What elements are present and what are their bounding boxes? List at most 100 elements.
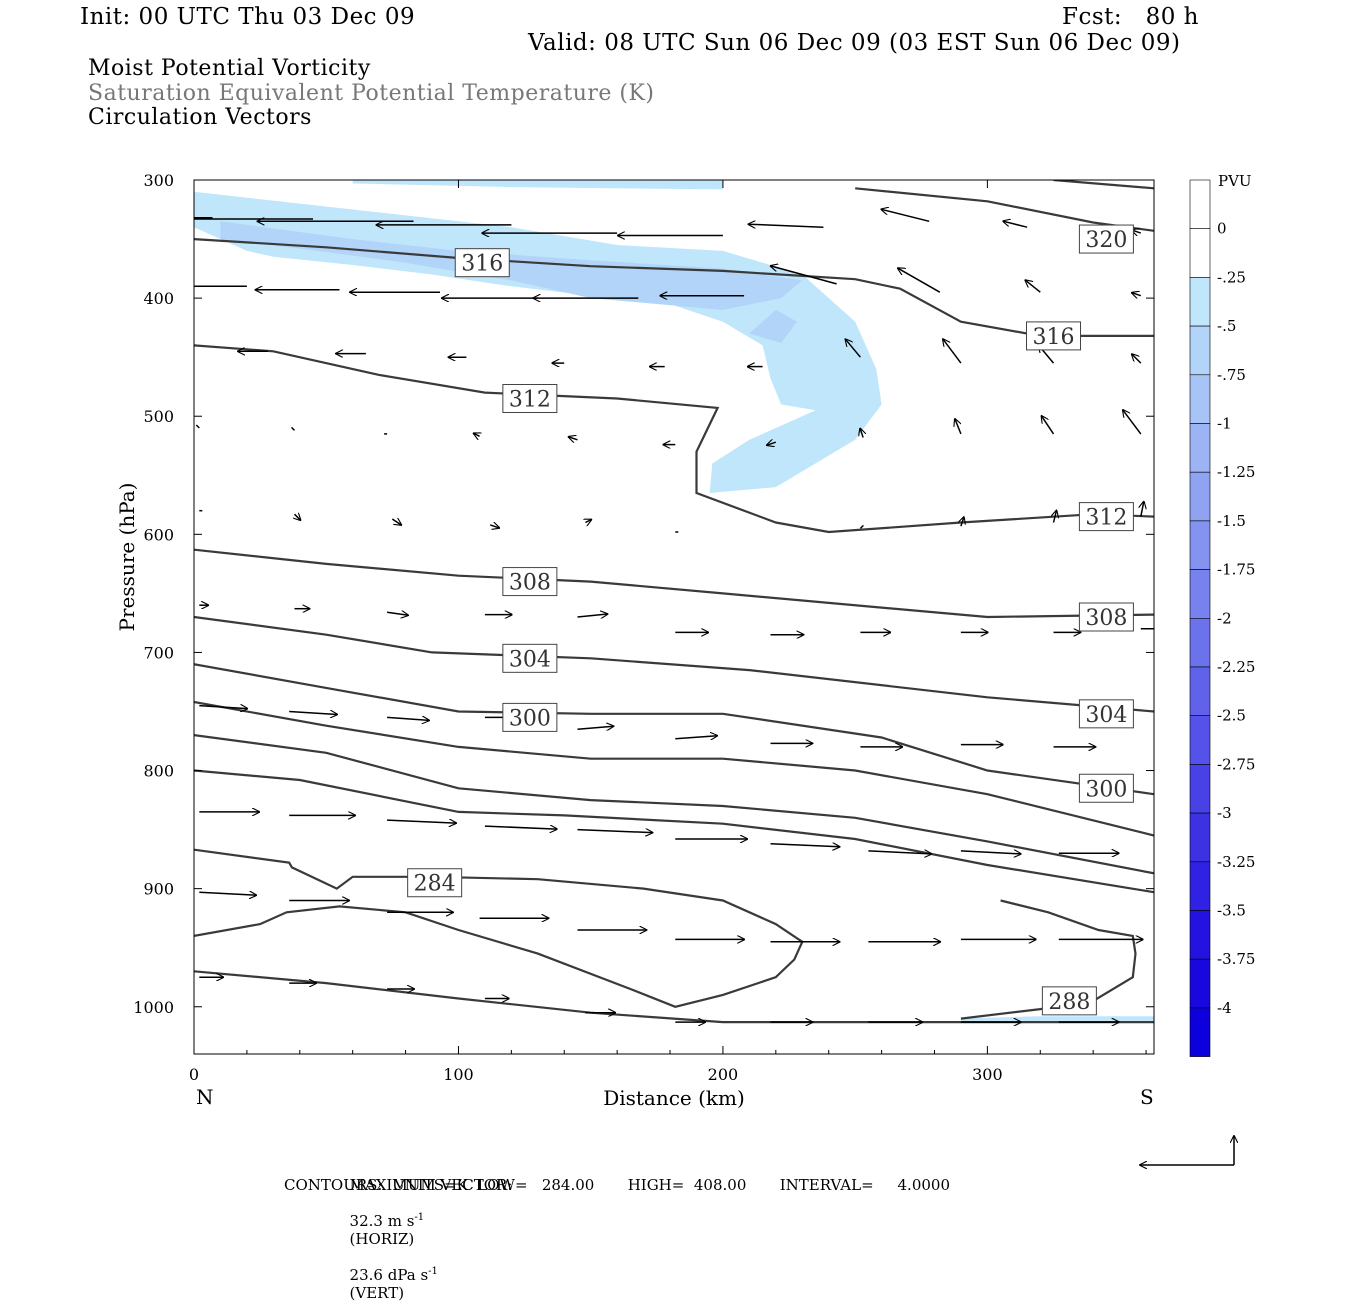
contour-info: CONTOURS: UNITS=K LOW= 284.00 HIGH= 408.… xyxy=(284,1176,950,1194)
circulation-vector xyxy=(295,514,301,520)
circulation-vector xyxy=(868,851,931,854)
svg-text:300: 300 xyxy=(1085,777,1127,802)
circulation-vector xyxy=(290,426,296,431)
mpv-region-2 xyxy=(220,221,803,310)
isentrope-0 xyxy=(194,238,1154,337)
circulation-vector xyxy=(845,339,861,358)
circulation-vector xyxy=(577,614,608,617)
y-tick-label: 600 xyxy=(143,525,174,544)
circulation-vector xyxy=(1132,293,1142,296)
y-tick-label: 900 xyxy=(143,880,174,899)
contour-label: 304 xyxy=(502,643,558,673)
colorbar-swatch xyxy=(1189,910,1211,960)
svg-text:308: 308 xyxy=(1085,606,1127,631)
contour-label: 308 xyxy=(502,567,558,597)
south-label: S xyxy=(1140,1085,1154,1109)
forecast-hour: Fcst: 80 h xyxy=(1062,4,1199,30)
circulation-vector xyxy=(960,851,1021,854)
x-tick-label: 0 xyxy=(189,1065,199,1084)
colorbar-swatch xyxy=(1189,1007,1211,1057)
x-axis-label: Distance (km) xyxy=(603,1086,745,1110)
colorbar-label: -2.25 xyxy=(1217,658,1255,676)
max-horiz-exponent: -1 xyxy=(414,1212,425,1223)
init-time: Init: 00 UTC Thu 03 Dec 09 xyxy=(80,4,416,30)
isentrope-8 xyxy=(194,734,1154,875)
svg-text:300: 300 xyxy=(509,706,551,731)
colorbar-label: -4 xyxy=(1217,999,1232,1017)
colorbar-swatch xyxy=(1189,325,1211,376)
max-horiz-value: 32.3 m s xyxy=(349,1212,415,1230)
max-horiz-tag: (HORIZ) xyxy=(349,1230,415,1248)
field-mpv-title: Moist Potential Vorticity xyxy=(88,56,371,81)
colorbar-swatch xyxy=(1189,569,1211,619)
x-tick-label: 100 xyxy=(443,1065,474,1084)
circulation-vector xyxy=(289,712,337,715)
contour-label: 304 xyxy=(1078,699,1134,729)
circulation-vector xyxy=(961,517,964,527)
colorbar-label: -2 xyxy=(1217,609,1232,627)
colorbar-label: -3.75 xyxy=(1217,950,1255,968)
plot-frame xyxy=(193,179,1155,1055)
svg-text:304: 304 xyxy=(509,647,551,672)
contour-label: 284 xyxy=(407,868,463,898)
colorbar-swatch xyxy=(1189,617,1211,668)
colorbar-label: -3 xyxy=(1217,804,1232,822)
circulation-vector xyxy=(767,442,777,445)
isentrope-11 xyxy=(194,905,804,1008)
circulation-vector xyxy=(881,209,930,223)
contour-label: 316 xyxy=(1026,321,1082,351)
contour-label: 312 xyxy=(1078,502,1134,532)
cross-section-chart: 316320316312312308308304304300300284288 … xyxy=(115,171,1255,1200)
circulation-vector xyxy=(199,892,256,895)
svg-text:316: 316 xyxy=(461,252,503,277)
svg-text:288: 288 xyxy=(1048,990,1090,1015)
colorbar-label: -3.5 xyxy=(1217,902,1246,920)
isentrope-12 xyxy=(194,970,1154,1024)
colorbar-swatch xyxy=(1189,861,1211,911)
isentrope-2 xyxy=(1053,180,1154,190)
circulation-vector xyxy=(1123,410,1142,435)
svg-text:320: 320 xyxy=(1085,228,1127,253)
colorbar-swatch xyxy=(1189,374,1211,424)
isentrope-1 xyxy=(855,187,1154,232)
y-tick-label: 1000 xyxy=(133,998,174,1017)
y-tick-label: 300 xyxy=(143,171,174,190)
max-vert-tag: (VERT) xyxy=(349,1284,405,1302)
colorbar-label: -.5 xyxy=(1217,317,1236,335)
colorbar-swatch xyxy=(1189,423,1211,473)
isentrope-7 xyxy=(194,700,1154,837)
field-vectors-title: Circulation Vectors xyxy=(88,105,312,130)
mpv-region-3 xyxy=(749,309,797,343)
isentrope-6 xyxy=(194,663,1154,796)
circulation-vector xyxy=(860,429,863,438)
mpv-region-4 xyxy=(960,1016,1154,1021)
isentrope-3 xyxy=(194,344,1154,534)
y-tick-label: 700 xyxy=(143,643,174,662)
circulation-vector xyxy=(898,268,941,293)
svg-text:304: 304 xyxy=(1085,703,1127,728)
circulation-vector xyxy=(955,419,962,435)
colorbar-swatch xyxy=(1189,179,1211,230)
circulation-vector xyxy=(577,726,614,729)
contour-label: 288 xyxy=(1041,986,1097,1016)
colorbar-label: -.75 xyxy=(1217,366,1246,384)
colorbar-label: -1.75 xyxy=(1217,561,1255,579)
y-tick-label: 500 xyxy=(143,407,174,426)
colorbar-swatch xyxy=(1189,520,1211,570)
colorbar-swatch xyxy=(1189,666,1211,717)
svg-text:284: 284 xyxy=(414,872,456,897)
circulation-vector xyxy=(771,266,837,285)
colorbar-label: -1.25 xyxy=(1217,463,1255,481)
circulation-vector xyxy=(489,525,499,528)
svg-text:312: 312 xyxy=(509,388,551,413)
colorbar-swatch xyxy=(1189,715,1211,765)
circulation-vector xyxy=(195,424,200,429)
circulation-vector xyxy=(484,826,557,829)
circulation-vector xyxy=(1141,502,1144,517)
contour-label: 312 xyxy=(502,384,558,413)
colorbar-label: -2.75 xyxy=(1217,755,1255,773)
circulation-vector xyxy=(585,520,591,523)
circulation-vector xyxy=(675,736,717,739)
colorbar-swatch xyxy=(1189,958,1211,1009)
isentrope-4 xyxy=(194,548,1154,619)
